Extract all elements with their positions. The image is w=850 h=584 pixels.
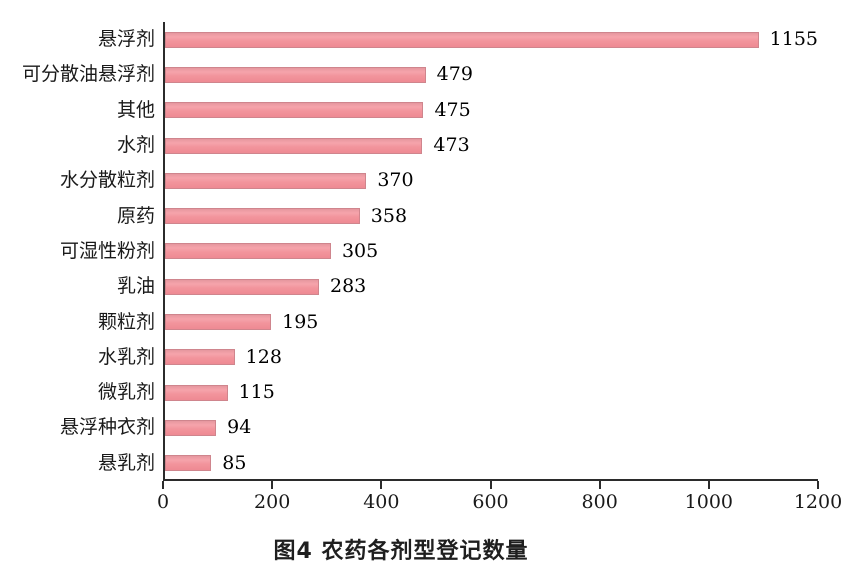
bar-row: 可分散油悬浮剂 479 (22, 57, 818, 92)
category-label: 悬浮剂 (97, 28, 155, 51)
category-label: 悬乳剂 (97, 451, 155, 474)
x-tick-label: 800 (581, 491, 618, 513)
x-tick-mark (707, 481, 710, 489)
bar (165, 314, 272, 331)
chart-title: 图4 农药各剂型登记数量 (273, 539, 529, 564)
x-tick-label: 600 (472, 491, 509, 513)
bar (165, 208, 360, 225)
category-label: 悬浮种衣剂 (59, 416, 155, 439)
x-tick-mark (598, 481, 601, 489)
bar-row: 悬浮种衣剂 94 (60, 410, 818, 445)
bar-row: 水剂 473 (117, 128, 818, 163)
x-tick-label: 200 (254, 491, 291, 513)
x-tick-mark (489, 481, 492, 489)
category-label: 微乳剂 (97, 381, 155, 404)
category-label: 水乳剂 (97, 345, 155, 368)
bar-row: 微乳剂 115 (98, 375, 818, 410)
value-label: 475 (434, 98, 471, 121)
bar (165, 278, 319, 295)
x-tick-label: 1000 (684, 491, 734, 513)
bar-row: 可湿性粉剂 305 (60, 234, 818, 269)
bar-row: 原药 358 (117, 198, 818, 233)
bar-row: 悬浮剂 1155 (98, 22, 818, 57)
bar-row: 水乳剂 128 (98, 340, 818, 375)
x-tick-mark (817, 481, 819, 489)
bar (165, 455, 212, 472)
x-tick-mark (271, 481, 274, 489)
value-label: 94 (227, 416, 252, 439)
value-label: 370 (377, 169, 414, 192)
category-label: 水剂 (116, 134, 155, 157)
bar (165, 419, 217, 436)
bar (165, 243, 331, 260)
bar-row: 颗粒剂 195 (98, 304, 818, 339)
bar-row: 其他 475 (117, 93, 818, 128)
bar (165, 31, 759, 48)
x-tick-mark (380, 481, 383, 489)
bar (165, 137, 423, 154)
bar-row: 水分散粒剂 370 (60, 163, 818, 198)
x-tick-label: 1200 (793, 491, 843, 513)
bar (165, 349, 235, 366)
value-label: 128 (245, 345, 282, 368)
bar-row: 乳油 283 (117, 269, 818, 304)
bar (165, 172, 367, 189)
category-label: 原药 (116, 204, 155, 227)
category-label: 乳油 (116, 275, 155, 298)
value-label: 195 (282, 310, 319, 333)
value-label: 358 (370, 204, 408, 227)
x-axis: 0 200 400 600 800 1000 1200 (157, 481, 842, 513)
value-label: 1155 (769, 28, 818, 51)
bar (165, 66, 426, 83)
category-label: 可湿性粉剂 (59, 239, 155, 262)
value-label: 85 (222, 451, 247, 474)
bar-row: 悬乳剂 85 (98, 446, 818, 481)
value-label: 115 (238, 381, 275, 404)
bar-rows: 悬浮剂 1155 可分散油悬浮剂 479 其他 475 水剂 473 水分散粒剂 370 原药 358… (22, 22, 818, 481)
category-label: 其他 (116, 98, 155, 121)
plot-area: 悬浮剂 1155 可分散油悬浮剂 479 其他 475 水剂 473 水分散粒剂 370 原药 358… (22, 22, 818, 481)
value-label: 473 (433, 134, 470, 157)
category-label: 颗粒剂 (97, 310, 155, 333)
value-label: 305 (341, 239, 379, 262)
value-label: 283 (329, 275, 367, 298)
category-label: 水分散粒剂 (59, 169, 155, 192)
x-tick-label: 0 (156, 491, 170, 513)
value-label: 479 (436, 63, 473, 86)
category-label: 可分散油悬浮剂 (21, 63, 155, 86)
bar (165, 102, 424, 119)
x-tick-mark (162, 481, 164, 489)
bar (165, 384, 228, 401)
x-tick-label: 400 (363, 491, 400, 513)
